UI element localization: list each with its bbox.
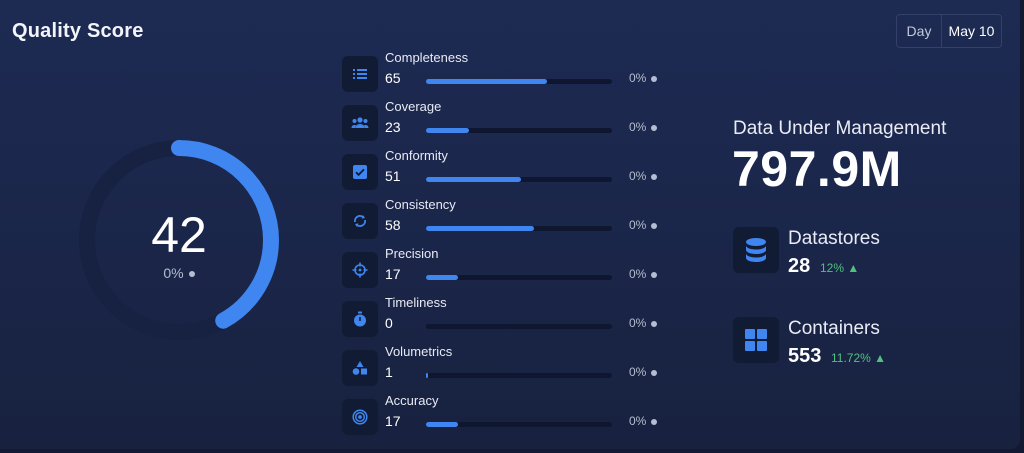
metric-bar xyxy=(426,226,612,231)
metric-delta-dot-icon xyxy=(651,173,658,180)
score-delta: 0% xyxy=(76,265,282,281)
metric-delta-text: 0% xyxy=(629,414,647,428)
metric-delta: 0% xyxy=(629,218,658,232)
trend-up-icon: ▲ xyxy=(847,261,860,275)
metric-label: Accuracy xyxy=(385,393,439,408)
quality-score-gauge: 42 0% xyxy=(76,137,282,343)
metric-label: Completeness xyxy=(385,50,469,65)
checkbox-icon xyxy=(342,154,378,190)
metric-bar xyxy=(426,79,612,84)
containers-change: 11.72% ▲ xyxy=(831,351,886,365)
metric-label: Volumetrics xyxy=(385,344,453,359)
datastores-stat[interactable]: Datastores 28 12% ▲ xyxy=(733,227,1013,277)
metric-bar-fill xyxy=(426,79,547,84)
database-icon xyxy=(733,227,779,273)
metric-value: 17 xyxy=(385,413,401,429)
metric-delta-dot-icon xyxy=(651,418,658,425)
grid-icon xyxy=(733,317,779,363)
metric-delta: 0% xyxy=(629,267,658,281)
score-value: 42 xyxy=(151,207,207,263)
metric-delta-dot-icon xyxy=(651,222,658,229)
metric-delta-dot-icon xyxy=(651,75,658,82)
metric-bar xyxy=(426,275,612,280)
metric-label: Conformity xyxy=(385,148,448,163)
shapes-icon xyxy=(342,350,378,386)
crosshair-icon xyxy=(342,252,378,288)
datastores-change-text: 12% xyxy=(820,261,845,275)
metric-completeness[interactable]: Completeness 65 0% xyxy=(342,50,672,92)
people-icon xyxy=(342,105,378,141)
metric-bar xyxy=(426,128,612,133)
metric-coverage[interactable]: Coverage 23 0% xyxy=(342,99,672,141)
metric-bar-fill xyxy=(426,177,521,182)
trend-up-icon: ▲ xyxy=(874,351,887,365)
containers-change-text: 11.72% xyxy=(831,351,871,365)
metric-consistency[interactable]: Consistency 58 0% xyxy=(342,197,672,239)
metric-delta: 0% xyxy=(629,120,658,134)
metric-value: 51 xyxy=(385,168,401,184)
containers-stat[interactable]: Containers 553 11.72% ▲ xyxy=(733,317,1013,367)
metric-delta-text: 0% xyxy=(629,218,647,232)
metric-delta-dot-icon xyxy=(651,271,658,278)
metric-bar xyxy=(426,324,612,329)
metric-delta-text: 0% xyxy=(629,71,647,85)
metric-label: Precision xyxy=(385,246,439,261)
metric-bar-fill xyxy=(426,128,469,133)
metric-timeliness[interactable]: Timeliness 0 0% xyxy=(342,295,672,337)
containers-value: 553 xyxy=(788,345,822,367)
metric-bar-fill xyxy=(426,373,428,378)
metric-delta: 0% xyxy=(629,414,658,428)
page-title: Quality Score xyxy=(12,20,144,42)
metric-bar-fill xyxy=(426,226,534,231)
metric-delta-dot-icon xyxy=(651,124,658,131)
metric-delta-dot-icon xyxy=(651,320,658,327)
metric-delta: 0% xyxy=(629,365,658,379)
datastores-label: Datastores xyxy=(788,228,880,249)
metric-delta-text: 0% xyxy=(629,316,647,330)
datastores-value: 28 xyxy=(788,255,811,277)
sync-icon xyxy=(342,203,378,239)
data-under-management-label: Data Under Management xyxy=(733,118,947,139)
list-icon xyxy=(342,56,378,92)
containers-label: Containers xyxy=(788,318,880,339)
metric-delta-text: 0% xyxy=(629,120,647,134)
score-delta-dot-icon xyxy=(188,271,195,278)
metric-value: 17 xyxy=(385,266,401,282)
metric-value: 23 xyxy=(385,119,401,135)
metric-value: 65 xyxy=(385,70,401,86)
metric-bar-fill xyxy=(426,422,458,427)
metric-label: Timeliness xyxy=(385,295,447,310)
score-delta-text: 0% xyxy=(163,265,184,281)
period-selector[interactable]: Day May 10 xyxy=(896,14,1002,48)
metric-delta-text: 0% xyxy=(629,169,647,183)
metric-accuracy[interactable]: Accuracy 17 0% xyxy=(342,393,672,435)
period-day-button[interactable]: Day xyxy=(897,15,942,47)
metric-delta: 0% xyxy=(629,71,658,85)
metric-delta-text: 0% xyxy=(629,267,647,281)
metric-delta: 0% xyxy=(629,169,658,183)
target-icon xyxy=(342,399,378,435)
metric-delta-dot-icon xyxy=(651,369,658,376)
metric-precision[interactable]: Precision 17 0% xyxy=(342,246,672,288)
metric-bar xyxy=(426,373,612,378)
metric-conformity[interactable]: Conformity 51 0% xyxy=(342,148,672,190)
metric-delta: 0% xyxy=(629,316,658,330)
metric-value: 1 xyxy=(385,364,393,380)
stopwatch-icon xyxy=(342,301,378,337)
metric-volumetrics[interactable]: Volumetrics 1 0% xyxy=(342,344,672,386)
gauge-ring xyxy=(79,140,279,340)
metric-bar-fill xyxy=(426,275,458,280)
data-under-management-value: 797.9M xyxy=(732,141,902,197)
metric-label: Consistency xyxy=(385,197,456,212)
metric-bar xyxy=(426,422,612,427)
datastores-change: 12% ▲ xyxy=(820,261,859,275)
metric-bar xyxy=(426,177,612,182)
metric-delta-text: 0% xyxy=(629,365,647,379)
period-date-picker[interactable]: May 10 xyxy=(948,23,995,39)
gauge-arc xyxy=(79,140,279,340)
metric-value: 58 xyxy=(385,217,401,233)
metric-label: Coverage xyxy=(385,99,442,114)
metric-value: 0 xyxy=(385,315,393,331)
